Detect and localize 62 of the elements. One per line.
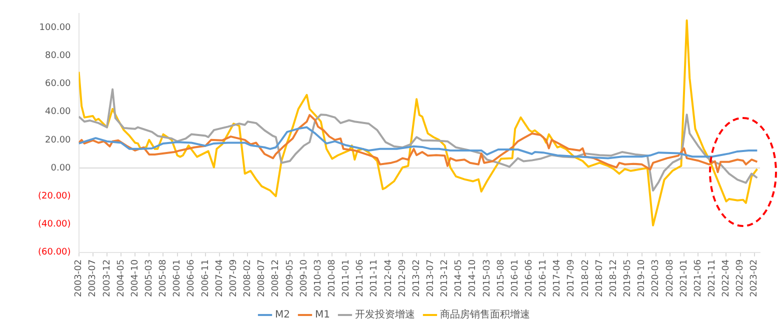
x-tick-label: 2013-02 bbox=[412, 259, 422, 298]
x-tick-label: 2007-09 bbox=[228, 259, 239, 298]
y-tick-label: 40.00 bbox=[45, 107, 72, 118]
y-tick-label: 0.00 bbox=[50, 163, 72, 174]
x-tick-label: 2016-01 bbox=[510, 259, 520, 298]
x-tick-label: 2019-05 bbox=[623, 259, 634, 298]
x-tick-label: 2008-07 bbox=[257, 259, 268, 298]
legend-label: M2 bbox=[275, 310, 290, 321]
x-tick-label: 2009-05 bbox=[285, 259, 296, 298]
x-tick-label: 2008-12 bbox=[271, 259, 282, 298]
x-tick-label: 2018-02 bbox=[580, 259, 591, 298]
x-tick-label: 2022-09 bbox=[736, 259, 746, 298]
x-tick-label: 2021-11 bbox=[707, 259, 718, 298]
x-tick-label: 2021-01 bbox=[679, 259, 690, 298]
x-tick-label: 2016-11 bbox=[538, 259, 549, 298]
x-tick-label: 2012-04 bbox=[384, 259, 394, 298]
y-tick-label: 80.00 bbox=[45, 50, 72, 61]
y-tick-label: (60.00) bbox=[38, 248, 71, 258]
x-tick-label: 2005-03 bbox=[144, 259, 155, 298]
x-tick-label: 2011-11 bbox=[370, 259, 380, 298]
legend-label: 开发投资增速 bbox=[354, 308, 415, 321]
x-tick-label: 2003-12 bbox=[102, 259, 112, 298]
x-tick-label: 2004-10 bbox=[130, 259, 140, 298]
x-tick-label: 2010-03 bbox=[313, 259, 324, 298]
x-tick-label: 2011-06 bbox=[356, 259, 366, 298]
x-tick-label: 2006-06 bbox=[186, 259, 197, 298]
y-tick-label: (20.00) bbox=[38, 192, 71, 202]
x-tick-label: 2003-02 bbox=[74, 259, 84, 298]
x-tick-label: 2005-08 bbox=[158, 259, 169, 298]
x-tick-label: 2013-12 bbox=[440, 259, 450, 298]
x-tick-label: 2014-10 bbox=[468, 259, 478, 298]
x-tick-label: 2021-06 bbox=[693, 259, 704, 298]
x-tick-label: 2014-05 bbox=[454, 259, 464, 298]
x-tick-label: 2020-08 bbox=[665, 259, 676, 298]
x-tick-label: 2003-07 bbox=[88, 259, 98, 298]
y-tick-label: (40.00) bbox=[38, 220, 71, 230]
x-tick-label: 2020-03 bbox=[651, 259, 662, 298]
x-tick-label: 2004-05 bbox=[116, 259, 126, 298]
legend-label: M1 bbox=[315, 310, 330, 321]
x-tick-label: 2018-12 bbox=[608, 259, 619, 298]
x-tick-label: 2013-07 bbox=[426, 259, 436, 298]
x-tick-label: 2016-06 bbox=[524, 259, 535, 298]
x-tick-label: 2011-01 bbox=[342, 259, 352, 298]
x-tick-label: 2017-04 bbox=[552, 259, 563, 298]
x-tick-label: 2012-09 bbox=[398, 259, 408, 298]
x-tick-label: 2015-08 bbox=[496, 259, 506, 298]
y-tick-label: 60.00 bbox=[45, 79, 72, 90]
x-tick-label: 2010-08 bbox=[327, 259, 338, 298]
x-tick-label: 2009-10 bbox=[299, 259, 310, 298]
x-tick-label: 2007-04 bbox=[214, 259, 225, 298]
legend-label: 商品房销售面积增速 bbox=[440, 308, 530, 321]
y-tick-label: 100.00 bbox=[39, 22, 72, 33]
x-tick-label: 2006-01 bbox=[172, 259, 183, 298]
y-tick-label: 20.00 bbox=[45, 135, 72, 146]
x-tick-label: 2015-03 bbox=[482, 259, 492, 298]
x-tick-label: 2018-07 bbox=[594, 259, 605, 298]
x-tick-label: 2008-02 bbox=[243, 259, 254, 298]
x-tick-label: 2017-09 bbox=[566, 259, 577, 298]
x-tick-label: 2023-02 bbox=[750, 259, 760, 298]
x-tick-label: 2006-11 bbox=[200, 259, 211, 298]
x-tick-label: 2022-04 bbox=[722, 259, 732, 298]
x-tick-label: 2019-10 bbox=[637, 259, 648, 298]
